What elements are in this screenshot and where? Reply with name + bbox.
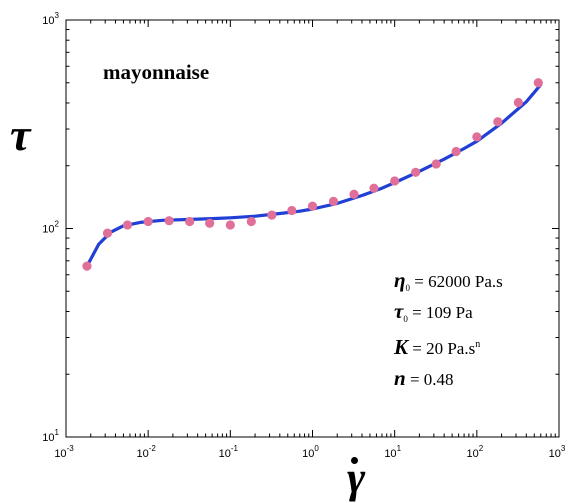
x-tick-label: 10-2 <box>136 444 156 460</box>
x-axis-label-dot <box>351 457 358 464</box>
y-tick-label: 102 <box>42 220 59 236</box>
data-point <box>431 159 441 169</box>
data-point <box>225 220 235 230</box>
fit-curve <box>85 83 543 268</box>
chart-title: mayonnaise <box>103 60 210 84</box>
y-tick-label: 103 <box>42 11 59 27</box>
data-point <box>533 78 543 88</box>
data-point <box>328 196 339 206</box>
data-point <box>205 218 215 228</box>
param-tau-value: = 109 Pa <box>407 303 473 322</box>
x-tick-label: 10-3 <box>54 444 74 460</box>
param-n-value: = 0.48 <box>405 370 454 389</box>
axis-ticks <box>65 19 560 438</box>
y-axis-label: τ <box>10 109 31 160</box>
param-eta-symbol: η <box>394 268 406 292</box>
param-k-value: = 20 Pa.s <box>408 339 476 358</box>
x-tick-label: 102 <box>466 444 483 460</box>
data-point <box>390 176 400 186</box>
param-k-symbol: K <box>394 335 409 359</box>
data-point <box>493 117 503 127</box>
data-point <box>82 261 92 271</box>
data-point <box>411 167 421 177</box>
tick-labels: 10-3 10-2 10-1 100 101 102 103 101 102 103 <box>42 11 566 460</box>
y-tick-label: 101 <box>42 428 59 444</box>
data-point <box>122 220 133 230</box>
data-point <box>185 216 195 227</box>
param-k: K = 20 Pa.sn <box>394 335 480 360</box>
data-point <box>246 216 256 227</box>
x-tick-label: 10-1 <box>219 444 239 460</box>
data-point <box>102 228 113 238</box>
param-eta-value: = 62000 Pa.s <box>410 272 503 291</box>
x-tick-label: 103 <box>549 444 566 460</box>
param-n: n = 0.48 <box>394 366 454 391</box>
data-point <box>267 210 277 220</box>
x-tick-label: 100 <box>302 444 319 460</box>
data-point <box>307 201 318 211</box>
param-k-sup: n <box>475 339 481 350</box>
data-point <box>513 97 523 108</box>
data-point <box>164 216 174 226</box>
param-eta: η0 = 62000 Pa.s <box>394 268 503 293</box>
param-tau: τ0 = 109 Pa <box>394 299 473 324</box>
param-tau-sub: 0 <box>403 314 408 324</box>
data-point <box>472 132 482 142</box>
data-point <box>451 146 461 157</box>
x-axis-label: γ <box>347 453 366 502</box>
x-tick-label: 101 <box>384 444 401 460</box>
param-n-symbol: n <box>394 366 406 390</box>
data-point <box>287 205 297 216</box>
data-point <box>369 183 379 193</box>
data-points <box>82 78 543 271</box>
param-eta-sub: 0 <box>405 283 411 293</box>
data-point <box>143 216 153 227</box>
param-tau-symbol: τ <box>394 299 404 323</box>
data-point <box>349 189 359 199</box>
